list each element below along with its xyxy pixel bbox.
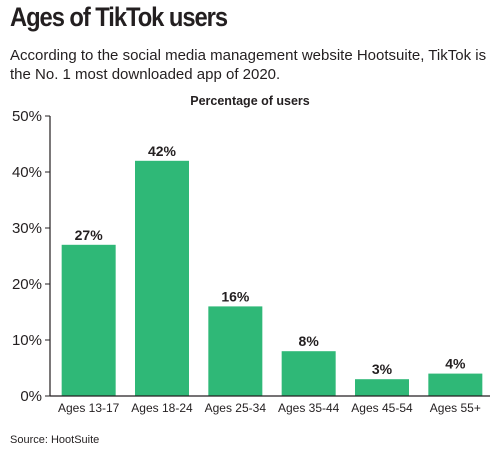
y-tick-label: 10% [12,332,42,349]
x-tick-label: Ages 55+ [430,401,481,415]
bar [61,244,116,396]
chart-title-heading: Ages of TikTok users [10,2,228,32]
bar [281,351,336,396]
bars [61,160,483,396]
y-tick-label: 0% [20,388,42,405]
bar-value-label: 3% [372,361,393,377]
bar [355,379,409,396]
bar-value-label: 4% [445,356,466,372]
x-tick-label: Ages 25-34 [205,401,267,415]
bar [208,306,263,396]
bar-value-label: 16% [221,288,250,304]
y-axis-ticks: 0% 10% 20% 30% 40% 50% [12,108,50,405]
bar [135,160,189,396]
plot-title: Percentage of users [190,94,310,108]
bar-value-label: 27% [75,227,104,243]
chart-subtitle: According to the social media management… [10,47,487,83]
bar-value-label: 8% [299,333,320,349]
y-tick-label: 30% [12,220,42,237]
source-note: Source: HootSuite [10,434,100,446]
x-tick-label: Ages 45-54 [351,401,413,415]
y-tick-label: 40% [12,164,42,181]
x-tick-label: Ages 18-24 [131,401,193,415]
data-labels: 27% 42% 16% 8% 3% 4% [75,143,466,377]
x-tick-label: Ages 13-17 [58,401,120,415]
y-tick-label: 50% [12,108,42,125]
y-tick-label: 20% [12,276,42,293]
bar-value-label: 42% [148,143,177,159]
bar [428,373,483,396]
x-axis-labels: Ages 13-17 Ages 18-24 Ages 25-34 Ages 35-44… [58,401,481,415]
x-tick-label: Ages 35-44 [278,401,340,415]
